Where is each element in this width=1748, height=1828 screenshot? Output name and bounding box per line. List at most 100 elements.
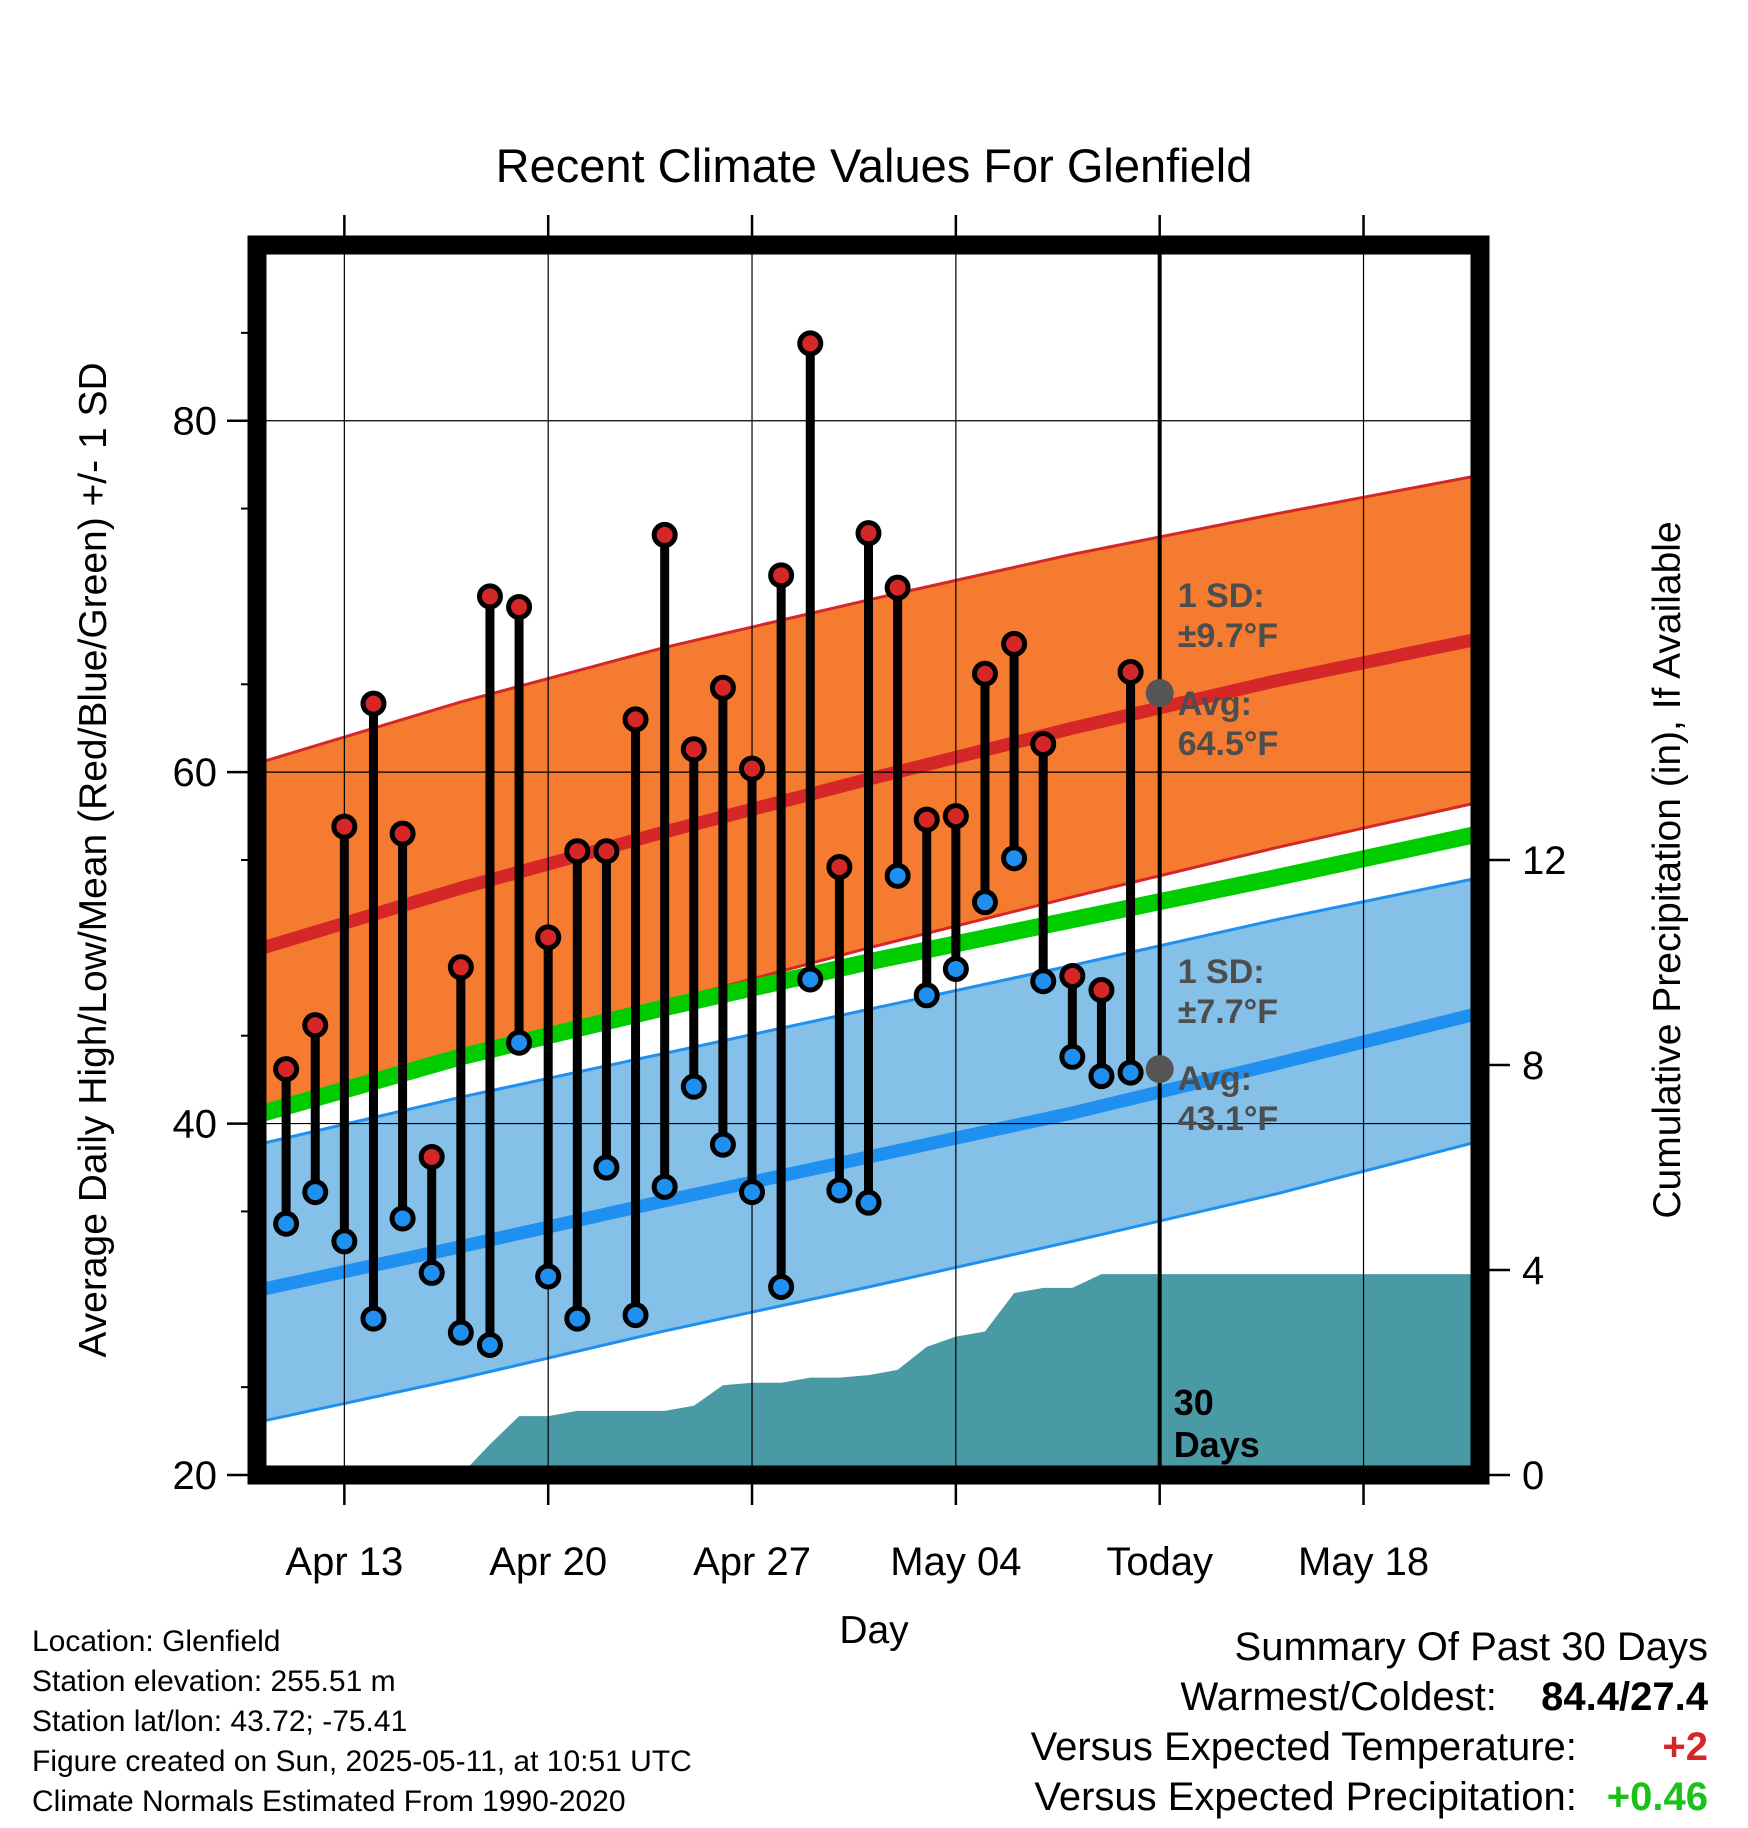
- high-point: [1001, 630, 1028, 657]
- high-point: [506, 593, 533, 620]
- low-point: [447, 1319, 474, 1346]
- high-point: [447, 954, 474, 981]
- low-avg-label: Avg:: [1178, 1060, 1252, 1098]
- low-point: [942, 955, 969, 982]
- low-point: [971, 889, 998, 916]
- x-tick-label: May 18: [1298, 1540, 1429, 1584]
- x-tick-label: Today: [1106, 1540, 1213, 1584]
- low-point: [855, 1189, 882, 1216]
- temp-value: +2: [1662, 1725, 1708, 1769]
- low-point: [797, 966, 824, 993]
- low-point: [476, 1331, 503, 1358]
- y-tick-label: 80: [173, 400, 218, 444]
- high-point: [331, 813, 358, 840]
- high-point: [826, 854, 853, 881]
- high-point: [622, 706, 649, 733]
- high-point: [971, 660, 998, 687]
- x-tick-label: Apr 13: [285, 1540, 403, 1584]
- high-point: [709, 674, 736, 701]
- low-point: [506, 1029, 533, 1056]
- high-point: [1117, 658, 1144, 685]
- x-axis-label: Day: [839, 1609, 909, 1652]
- low-point: [768, 1273, 795, 1300]
- precip-value: +0.46: [1606, 1775, 1708, 1819]
- days-count-label: 30: [1174, 1382, 1214, 1423]
- high-point: [913, 806, 940, 833]
- created-text: Figure created on Sun, 2025-05-11, at 10…: [32, 1745, 692, 1778]
- high-point: [680, 736, 707, 763]
- y-tick-label: 40: [173, 1103, 218, 1147]
- high-point: [418, 1143, 445, 1170]
- location-text: Location: Glenfield: [32, 1625, 281, 1658]
- y-axis-label: Average Daily High/Low/Mean (Red/Blue/Gr…: [72, 362, 115, 1357]
- low-point: [913, 982, 940, 1009]
- y2-tick-label: 8: [1522, 1044, 1544, 1088]
- high-point: [797, 330, 824, 357]
- high-point: [389, 820, 416, 847]
- low-point: [273, 1210, 300, 1237]
- high-point: [1030, 731, 1057, 758]
- high-avg-value: 64.5°F: [1178, 725, 1279, 763]
- high-point: [1088, 977, 1115, 1004]
- low-point: [680, 1073, 707, 1100]
- temp-label: Versus Expected Temperature:: [1030, 1725, 1577, 1769]
- high-sd-label: 1 SD:: [1178, 577, 1265, 615]
- precip-label: Versus Expected Precipitation:: [1034, 1775, 1577, 1819]
- low-point: [826, 1177, 853, 1204]
- low-sd-value: ±7.7°F: [1178, 993, 1278, 1031]
- y-tick-label: 60: [173, 751, 218, 795]
- low-point: [331, 1228, 358, 1255]
- low-point: [360, 1305, 387, 1332]
- high-sd-value: ±9.7°F: [1178, 617, 1278, 655]
- y2-axis-label: Cumulative Precipitation (in), If Availa…: [1646, 521, 1689, 1218]
- high-point: [651, 521, 678, 548]
- summary-warmest-row: Warmest/Coldest: 84.4/27.4: [808, 1672, 1709, 1722]
- low-point: [1117, 1059, 1144, 1086]
- low-point: [1088, 1063, 1115, 1090]
- warmest-label: Warmest/Coldest:: [1180, 1675, 1497, 1719]
- high-point: [739, 755, 766, 782]
- chart-title: Recent Climate Values For Glenfield: [496, 139, 1253, 192]
- warmest-value: 84.4/27.4: [1541, 1675, 1708, 1719]
- high-point: [1059, 962, 1086, 989]
- high-point: [593, 838, 620, 865]
- latlon-text: Station lat/lon: 43.72; -75.41: [32, 1705, 408, 1738]
- high-point: [273, 1056, 300, 1083]
- station-info: Location: Glenfield Station elevation: 2…: [32, 1622, 692, 1822]
- y-tick-label: 20: [173, 1454, 218, 1498]
- low-point: [593, 1154, 620, 1181]
- high-point: [564, 838, 591, 865]
- high-point: [942, 803, 969, 830]
- low-point: [884, 862, 911, 889]
- high-point: [884, 574, 911, 601]
- low-point: [1059, 1043, 1086, 1070]
- high-point: [535, 924, 562, 951]
- high-point: [768, 562, 795, 589]
- low-sd-label: 1 SD:: [1178, 953, 1265, 991]
- elevation-text: Station elevation: 255.51 m: [32, 1665, 396, 1698]
- high-point: [302, 1012, 329, 1039]
- low-point: [622, 1302, 649, 1329]
- summary-heading: Summary Of Past 30 Days: [1234, 1625, 1708, 1669]
- low-point: [302, 1179, 329, 1206]
- low-avg-value: 43.1°F: [1178, 1100, 1279, 1138]
- x-tick-label: Apr 27: [693, 1540, 811, 1584]
- x-tick-label: May 04: [890, 1540, 1021, 1584]
- y2-tick-label: 0: [1522, 1454, 1544, 1498]
- today-high-normal-marker: [1145, 679, 1174, 708]
- low-sd-lower-line: [256, 1139, 1481, 1424]
- low-point: [564, 1305, 591, 1332]
- x-tick-label: Apr 20: [489, 1540, 607, 1584]
- y2-tick-label: 12: [1522, 839, 1567, 883]
- high-point: [360, 690, 387, 717]
- normals-text: Climate Normals Estimated From 1990-2020: [32, 1785, 626, 1818]
- high-avg-label: Avg:: [1178, 685, 1252, 723]
- low-point: [418, 1259, 445, 1286]
- y2-tick-label: 4: [1522, 1249, 1544, 1293]
- summary-precip-row: Versus Expected Precipitation: +0.46: [808, 1772, 1708, 1822]
- today-low-normal-marker: [1145, 1055, 1174, 1084]
- high-point: [855, 520, 882, 547]
- low-point: [651, 1173, 678, 1200]
